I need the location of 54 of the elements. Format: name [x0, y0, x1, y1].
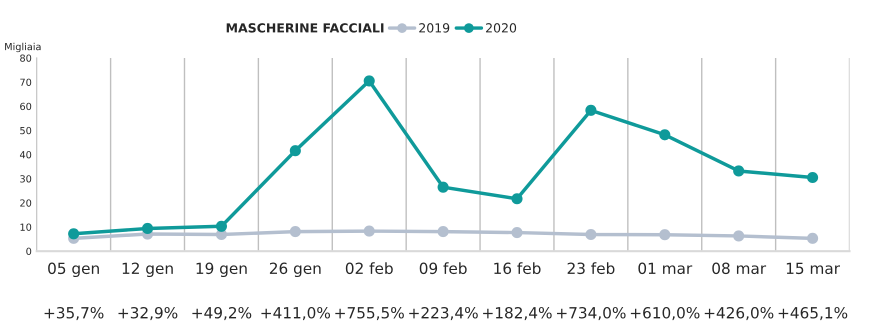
- legend-label: 2020: [486, 23, 516, 33]
- text: +465,1%: [778, 306, 848, 320]
- point: [659, 229, 670, 240]
- point: [142, 222, 154, 234]
- text: +411,0%: [261, 306, 330, 320]
- point: [216, 220, 227, 232]
- point: [585, 228, 596, 240]
- text: +734,0%: [556, 306, 626, 320]
- text: +610,0%: [630, 306, 700, 320]
- text: +49,2%: [192, 306, 252, 320]
- point: [290, 145, 301, 156]
- point: [364, 226, 375, 237]
- x-tick-label: 15 mar: [786, 262, 840, 274]
- y-tick-label: 60: [20, 102, 32, 110]
- y-tick-label: 50: [20, 126, 32, 134]
- point: [733, 165, 744, 177]
- y-axis-title: Migliaia: [5, 42, 41, 52]
- x-tick-label: 01 mar: [638, 262, 692, 274]
- x-tick-label: 23 feb: [568, 262, 614, 274]
- x-tick-label: 02 feb: [346, 262, 393, 274]
- text: +32,9%: [118, 306, 178, 320]
- text: +223,4%: [409, 306, 478, 320]
- point: [659, 129, 670, 140]
- chart-title: MASCHERINE FACCIALI: [226, 23, 384, 33]
- point: [290, 226, 301, 238]
- text: +182,4%: [483, 306, 552, 320]
- point: [585, 104, 596, 116]
- x-tick-label: 12 gen: [122, 262, 173, 278]
- y-tick-label: 70: [20, 78, 32, 86]
- x-tick-label: 09 feb: [420, 262, 467, 274]
- point: [511, 193, 523, 204]
- x-tick-label: 08 mar: [712, 262, 766, 274]
- text: +35,7%: [44, 306, 104, 320]
- point: [511, 227, 523, 238]
- point: [438, 226, 449, 238]
- x-tick-label: 05 gen: [48, 262, 99, 278]
- y-tick-label: 40: [20, 151, 32, 158]
- y-tick-label: 20: [20, 199, 32, 207]
- text: +426,0%: [704, 306, 774, 320]
- point: [807, 232, 818, 244]
- y-tick-label: 0: [26, 248, 32, 255]
- y-tick-label: 10: [20, 223, 32, 231]
- point: [807, 172, 818, 184]
- point: [68, 228, 80, 240]
- x-tick-label: 16 feb: [494, 262, 541, 274]
- y-tick-label: 30: [20, 175, 32, 183]
- point: [733, 230, 744, 242]
- y-tick-label: 80: [20, 54, 32, 62]
- legend-label: 2019: [419, 23, 450, 33]
- text: +755,5%: [335, 306, 404, 320]
- x-tick-label: 26 gen: [270, 262, 321, 278]
- point: [438, 182, 449, 193]
- point: [364, 75, 375, 86]
- x-tick-label: 19 gen: [196, 262, 247, 278]
